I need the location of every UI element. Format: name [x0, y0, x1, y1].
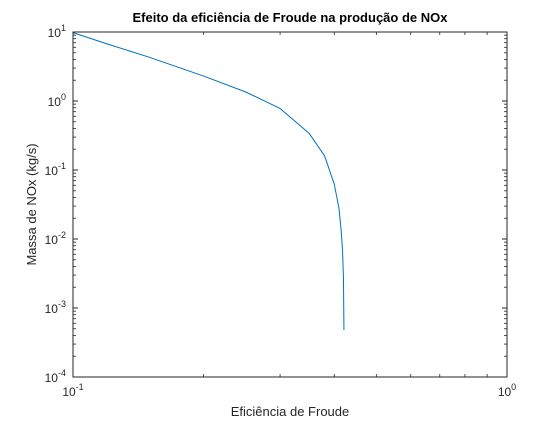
series-line	[72, 32, 345, 330]
series-layer	[72, 32, 345, 330]
plot-area	[73, 32, 507, 377]
y-tick-label: 101	[48, 23, 66, 40]
ticks-layer: 10-1 100 10-4 10-3 10-2 10-1 100 101	[45, 23, 517, 399]
x-tick-label: 10-1	[62, 382, 83, 399]
y-tick-label: 10-1	[45, 161, 66, 178]
y-tick-label: 100	[48, 92, 66, 109]
y-tick-label: 10-4	[45, 368, 66, 385]
x-axis-label: Eficiência de Froude	[231, 404, 350, 419]
x-tick-label: 100	[498, 382, 516, 399]
y-tick-label: 10-2	[45, 230, 66, 247]
chart-title: Efeito da eficiência de Froude na produç…	[133, 10, 449, 25]
y-axis-label: Massa de NOx (kg/s)	[24, 143, 39, 265]
y-tick-label: 10-3	[45, 299, 66, 316]
axes	[72, 31, 508, 378]
axes-box	[72, 31, 508, 378]
